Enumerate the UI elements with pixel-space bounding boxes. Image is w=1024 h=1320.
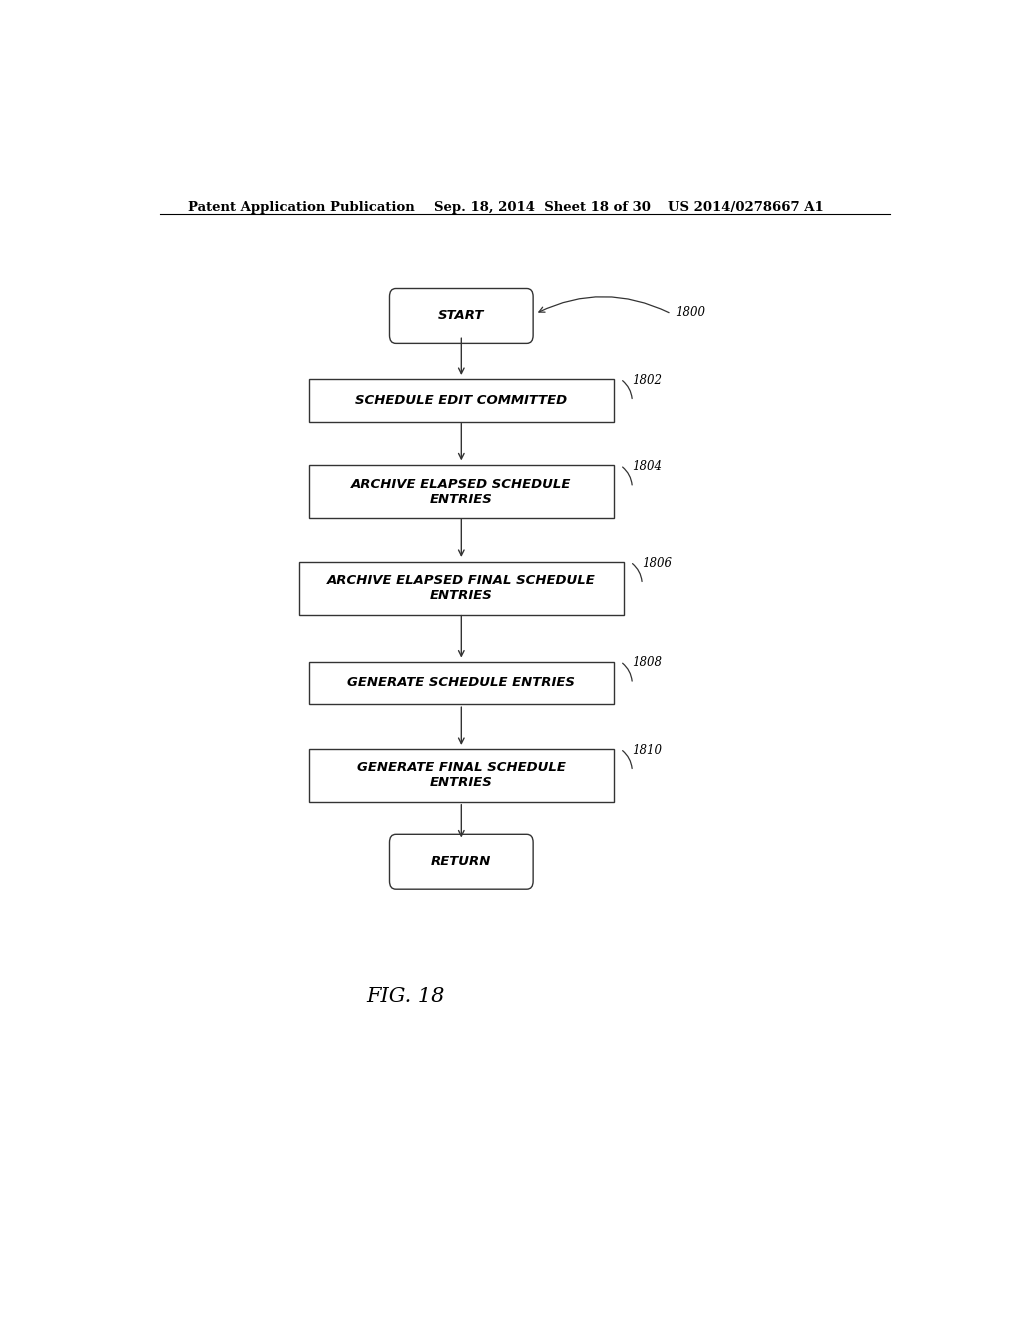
Text: START: START [438, 309, 484, 322]
Text: 1810: 1810 [633, 744, 663, 756]
Bar [308, 466, 614, 519]
Text: 1808: 1808 [633, 656, 663, 669]
Text: SCHEDULE EDIT COMMITTED: SCHEDULE EDIT COMMITTED [355, 393, 567, 407]
Text: Sep. 18, 2014  Sheet 18 of 30: Sep. 18, 2014 Sheet 18 of 30 [433, 201, 650, 214]
Text: ARCHIVE ELAPSED FINAL SCHEDULE
ENTRIES: ARCHIVE ELAPSED FINAL SCHEDULE ENTRIES [327, 574, 596, 602]
Bar [308, 748, 614, 801]
Text: 1800: 1800 [676, 306, 706, 319]
Text: 1804: 1804 [633, 461, 663, 474]
Text: FIG. 18: FIG. 18 [367, 987, 445, 1006]
Text: 1806: 1806 [642, 557, 672, 570]
FancyBboxPatch shape [389, 834, 534, 890]
Text: GENERATE SCHEDULE ENTRIES: GENERATE SCHEDULE ENTRIES [347, 676, 575, 689]
Bar [308, 379, 614, 421]
Text: GENERATE FINAL SCHEDULE
ENTRIES: GENERATE FINAL SCHEDULE ENTRIES [357, 762, 565, 789]
Text: 1802: 1802 [633, 374, 663, 387]
Text: ARCHIVE ELAPSED SCHEDULE
ENTRIES: ARCHIVE ELAPSED SCHEDULE ENTRIES [351, 478, 571, 506]
Bar [308, 661, 614, 704]
Text: Patent Application Publication: Patent Application Publication [187, 201, 415, 214]
Bar [299, 562, 624, 615]
Text: US 2014/0278667 A1: US 2014/0278667 A1 [668, 201, 823, 214]
Text: RETURN: RETURN [431, 855, 492, 869]
FancyBboxPatch shape [389, 289, 534, 343]
